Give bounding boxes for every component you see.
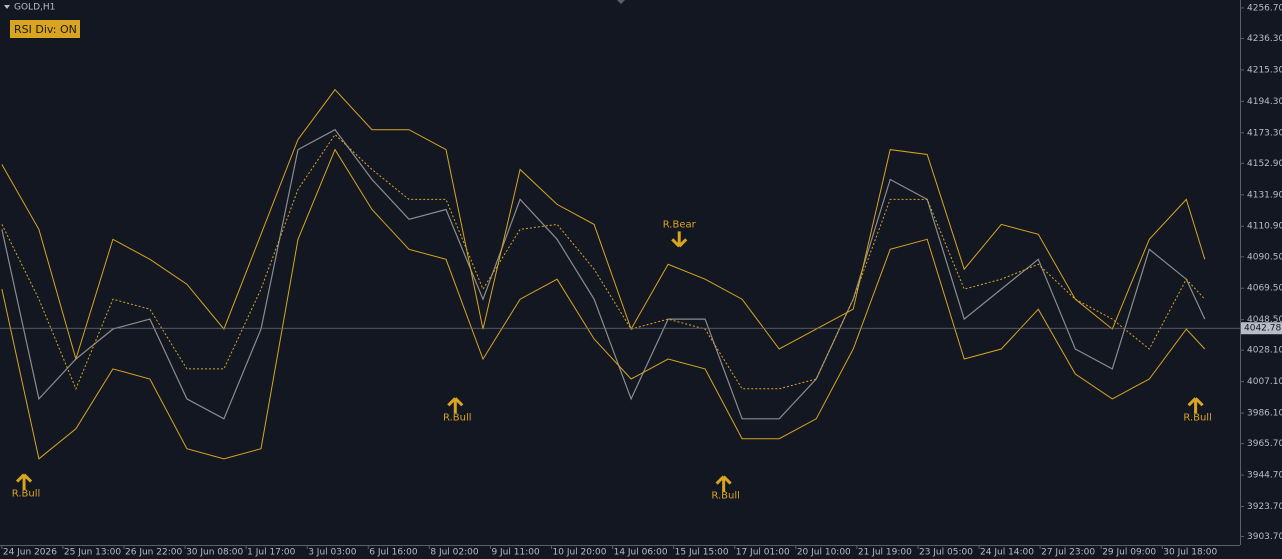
x-tick-label: 23 Jul 05:00 [919,548,973,558]
signal: R.Bull [443,397,472,423]
signal-label: R.Bear [663,219,697,230]
scroll-marker [617,0,625,4]
signal: R.Bear [663,219,697,248]
y-tick-label: 3965.70 [1247,439,1282,449]
y-tick-label: 4069.50 [1247,284,1282,294]
y-tick-label: 4215.30 [1247,65,1282,75]
signal-arrow [671,231,688,248]
x-tick-label: 6 Jul 16:00 [369,548,418,558]
band-line [1,133,1206,391]
current-price-label: 4042.78 [1244,324,1281,334]
signal: R.Bull [711,475,740,502]
y-tick-label: 4028.10 [1247,346,1282,356]
y-tick-label: 4173.30 [1247,128,1282,138]
y-tick-label: 4152.90 [1247,159,1282,169]
y-tick-label: 4236.30 [1247,34,1282,44]
x-tick-label: 10 Jul 20:00 [553,548,607,558]
rsi-div-button[interactable]: RSI Div: ON [10,20,80,38]
y-tick-label: 4194.30 [1247,97,1282,107]
x-tick-label: 30 Jul 18:00 [1163,548,1217,558]
y-tick-label: 4007.10 [1247,377,1282,387]
signal: R.Bull [1183,397,1212,423]
band-line [1,148,1206,460]
x-tick-label: 30 Jun 08:00 [186,548,243,558]
x-tick-label: 9 Jul 11:00 [491,548,540,558]
price-line [1,128,1206,420]
y-tick-label: 4048.50 [1247,315,1282,325]
signal-arrow [447,397,464,414]
signal-label: R.Bull [711,491,740,502]
x-tick-label: 8 Jul 02:00 [430,548,479,558]
x-tick-label: 17 Jul 01:00 [736,548,790,558]
y-tick-label: 4090.50 [1247,252,1282,262]
x-tick-label: 1 Jul 17:00 [247,548,296,558]
y-tick-label: 3944.70 [1247,471,1282,481]
y-tick-label: 3903.70 [1247,532,1282,542]
x-tick-label: 25 Jun 13:00 [64,548,121,558]
signal-label: R.Bull [1183,412,1212,423]
y-tick-label: 3986.10 [1247,409,1282,419]
band-line [1,88,1206,361]
signal-label: R.Bull [12,489,41,500]
x-tick-label: 21 Jul 19:00 [858,548,912,558]
x-tick-label: 29 Jul 09:00 [1102,548,1156,558]
signal-label: R.Bull [443,412,472,423]
x-tick-label: 15 Jul 15:00 [675,548,729,558]
y-tick-label: 4256.70 [1247,3,1282,13]
x-tick-label: 26 Jun 22:00 [125,548,182,558]
symbol-menu-icon[interactable] [4,5,10,9]
x-tick-label: 20 Jul 10:00 [797,548,851,558]
y-tick-label: 4110.90 [1247,222,1282,232]
button-label[interactable]: RSI Div: ON [14,23,77,36]
signal-arrow [15,473,33,490]
signal-arrow [1187,397,1204,414]
signal-arrow [715,475,732,492]
symbol-title: GOLD,H1 [14,3,55,13]
button-bg[interactable] [10,20,80,38]
y-tick-label: 4131.90 [1247,190,1282,200]
current-price-box [1241,322,1282,335]
x-tick-label: 24 Jun 2026 [3,548,57,558]
x-tick-label: 14 Jul 06:00 [614,548,668,558]
x-tick-label: 24 Jul 14:00 [980,548,1034,558]
signal: R.Bull [12,473,41,500]
x-tick-label: 27 Jul 23:00 [1041,548,1095,558]
y-tick-label: 3923.70 [1247,502,1282,512]
x-tick-label: 3 Jul 03:00 [308,548,357,558]
